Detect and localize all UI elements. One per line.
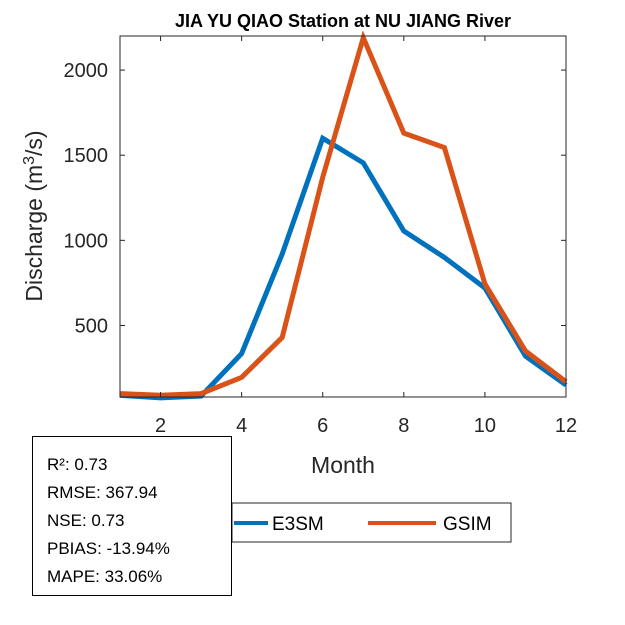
x-tick-label: 6: [317, 415, 328, 437]
x-tick-label: 2: [155, 415, 166, 437]
y-tick-label: 1500: [64, 145, 109, 167]
legend: E3SM GSIM: [231, 502, 512, 543]
stat-rmse: RMSE: 367.94: [47, 483, 158, 502]
y-tick-label: 2000: [64, 60, 109, 82]
y-axis-label: Discharge (m3/s): [21, 130, 48, 301]
x-tick-label: 8: [398, 415, 409, 437]
legend-label-gsim: GSIM: [443, 514, 492, 535]
chart-title: JIA YU QIAO Station at NU JIANG River: [175, 11, 511, 31]
x-tick-label: 10: [474, 415, 496, 437]
y-tick-label: 1000: [64, 230, 109, 252]
stat-r2: R²: 0.73: [47, 455, 108, 474]
y-axis-label-prefix: Discharge (m: [21, 165, 47, 302]
y-axis-label-superscript: 3: [21, 156, 38, 165]
stats-box: R²: 0.73 RMSE: 367.94 NSE: 0.73 PBIAS: -…: [32, 436, 232, 596]
stat-nse: NSE: 0.73: [47, 511, 125, 530]
y-axis-label-suffix: /s): [21, 130, 47, 156]
x-tick-label: 4: [236, 415, 247, 437]
x-tick-label: 12: [555, 415, 577, 437]
x-axis-label: Month: [311, 452, 375, 478]
series-line-gsim: [119, 30, 568, 398]
stat-pbias: PBIAS: -13.94%: [47, 539, 170, 558]
plot-frame: [119, 35, 567, 398]
stat-mape: MAPE: 33.06%: [47, 567, 163, 586]
legend-label-e3sm: E3SM: [272, 514, 324, 535]
y-tick-label: 500: [75, 315, 108, 337]
plot-area: [120, 36, 566, 397]
